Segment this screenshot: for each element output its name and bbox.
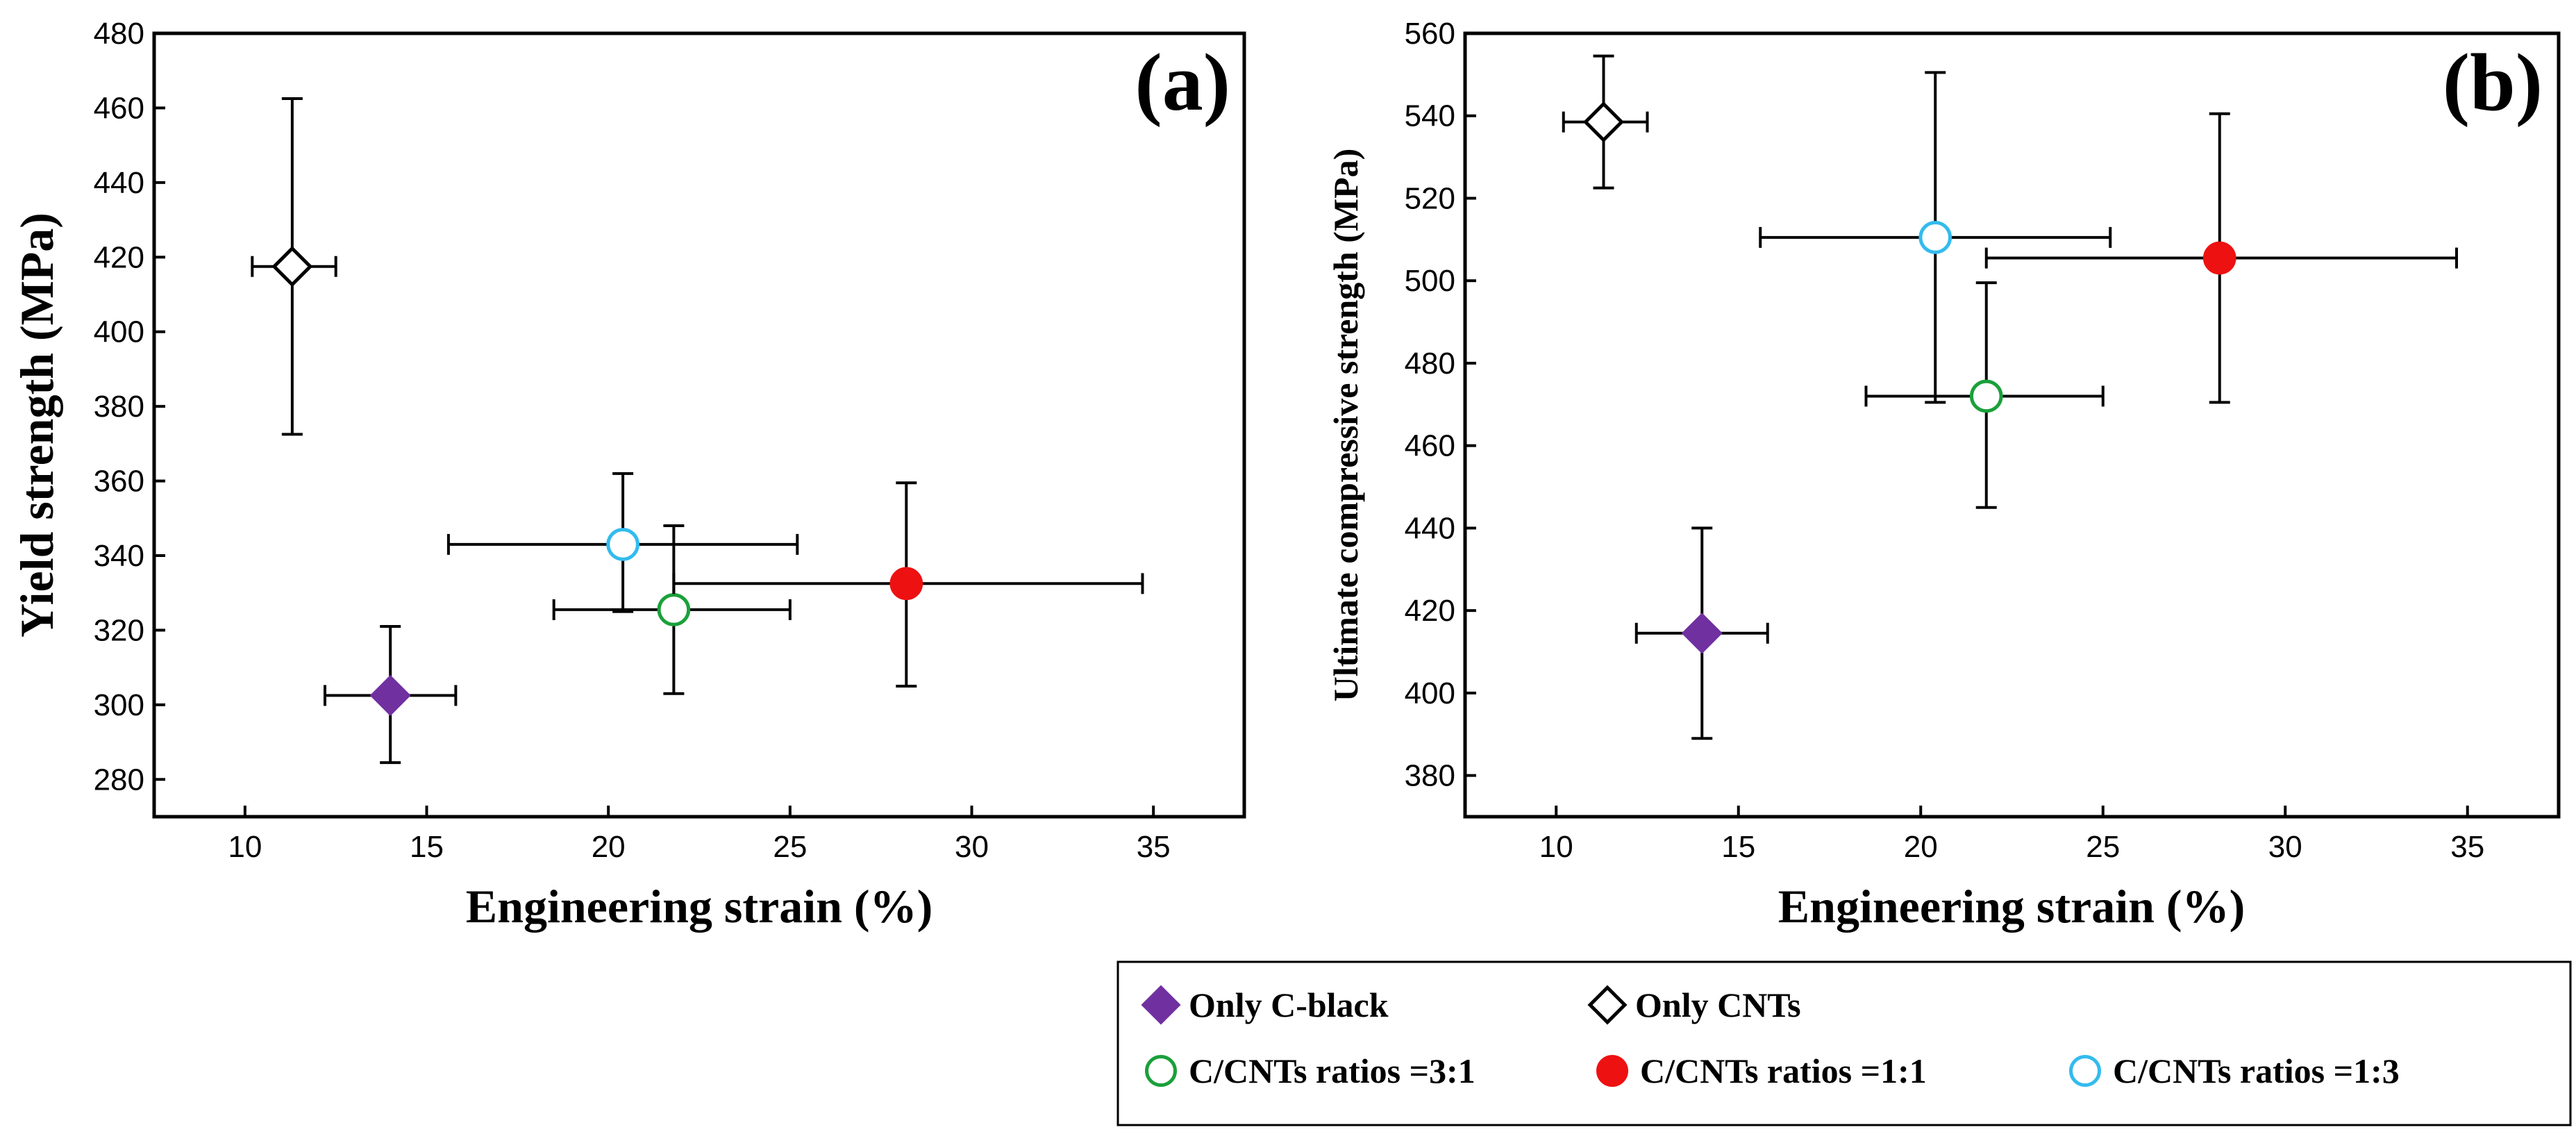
marker-only-cnts	[1582, 101, 1625, 143]
data-points-a	[251, 97, 1144, 765]
marker-c-cnts-ratios-3-1	[657, 593, 691, 626]
point-c-cnts-ratios-3-1	[552, 524, 792, 695]
legend: Only C-black Only CNTs C/CNTs ratios =3:1 C…	[1116, 960, 2572, 1126]
y-tick-label: 360	[94, 465, 144, 499]
y-axis-label-a: Yield strength (MPa)	[10, 213, 63, 638]
marker-only-c-black	[369, 674, 411, 716]
legend-label-c-cnts-ratios-1-1: C/CNTs ratios =1:1	[1640, 1051, 1927, 1090]
point-only-cnts	[1562, 54, 1649, 190]
y-tick-label: 380	[1405, 759, 1455, 793]
point-c-cnts-ratios-1-3	[1759, 71, 2112, 404]
legend-entry-only-cnts: Only CNTs	[1587, 985, 1801, 1025]
point-c-cnts-ratios-3-1	[1864, 281, 2105, 509]
x-tick-label: 15	[410, 830, 444, 864]
y-tick-label: 380	[94, 390, 144, 424]
legend-entry-c-cnts-ratios-3-1: C/CNTs ratios =3:1	[1145, 1051, 1475, 1090]
y-tick-label: 420	[94, 240, 144, 274]
y-tick-label: 540	[1405, 99, 1455, 133]
legend-entry-c-cnts-ratios-1-3: C/CNTs ratios =1:3	[2069, 1051, 2400, 1090]
x-tick-label: 10	[228, 830, 262, 864]
point-c-cnts-ratios-1-3	[446, 472, 799, 613]
plot-frame-b	[1463, 31, 2561, 819]
legend-entry-c-cnts-ratios-1-1: C/CNTs ratios =1:1	[1596, 1051, 1927, 1090]
marker-c-cnts-ratios-3-1	[1969, 379, 2003, 413]
marker-c-cnts-ratios-1-3	[606, 528, 639, 561]
point-only-c-black	[323, 625, 458, 765]
x-tick-label: 10	[1539, 830, 1573, 864]
x-tick-label: 25	[773, 830, 807, 864]
y-tick-label: 400	[94, 315, 144, 349]
x-tick-label: 35	[1137, 830, 1171, 864]
x-tick-label: 30	[955, 830, 989, 864]
x-ticks-a: 10 15 20 25 30 35	[228, 806, 1171, 864]
y-tick-label: 280	[94, 763, 144, 797]
point-c-cnts-ratios-1-1	[1984, 112, 2458, 404]
y-axis-label-b: Ultimate compressive strength (MPa)	[1326, 149, 1365, 702]
y-tick-label: 500	[1405, 264, 1455, 298]
legend-marker-c-cnts-ratios-3-1	[1145, 1055, 1177, 1087]
legend-marker-c-cnts-ratios-1-1	[1596, 1055, 1628, 1087]
marker-c-cnts-ratios-1-1	[2202, 241, 2236, 275]
y-tick-label: 560	[1405, 17, 1455, 51]
legend-label-c-cnts-ratios-1-3: C/CNTs ratios =1:3	[2113, 1051, 2400, 1090]
y-tick-label: 300	[94, 688, 144, 722]
x-ticks-b: 10 15 20 25 30 35	[1539, 806, 2484, 864]
data-points-b	[1562, 54, 2458, 740]
legend-entry-only-c-black: Only C-black	[1141, 985, 1389, 1025]
y-ticks-a: 280 300 320 340 360 380 400 420 440 460 480	[94, 17, 165, 797]
y-tick-label: 320	[94, 613, 144, 647]
y-tick-label: 440	[1405, 511, 1455, 545]
panel-label-a: (a)	[1135, 37, 1230, 128]
x-tick-label: 20	[592, 830, 626, 864]
y-ticks-b: 380 400 420 440 460 480 500 520 540 560	[1405, 17, 1476, 793]
point-only-cnts	[251, 97, 337, 436]
legend-label-only-cnts: Only CNTs	[1635, 985, 1801, 1024]
chart-panel-b: 10 15 20 25 30 35 380 400 420 440 460 480 500 520 540…	[1326, 17, 2561, 933]
panel-label-b: (b)	[2443, 37, 2543, 128]
x-tick-label: 35	[2450, 830, 2484, 864]
marker-c-cnts-ratios-1-3	[1918, 221, 1952, 254]
x-tick-label: 20	[1904, 830, 1938, 864]
y-tick-label: 480	[94, 17, 144, 51]
marker-only-c-black	[1681, 613, 1723, 654]
y-tick-label: 400	[1405, 676, 1455, 710]
x-tick-label: 30	[2268, 830, 2302, 864]
y-tick-label: 460	[94, 91, 144, 125]
y-tick-label: 520	[1405, 181, 1455, 215]
legend-label-c-cnts-ratios-3-1: C/CNTs ratios =3:1	[1189, 1051, 1475, 1090]
x-axis-label-a: Engineering strain (%)	[466, 880, 932, 933]
marker-only-cnts	[271, 246, 313, 288]
legend-marker-c-cnts-ratios-1-3	[2069, 1055, 2101, 1087]
point-only-c-black	[1634, 526, 1769, 740]
x-axis-label-b: Engineering strain (%)	[1778, 880, 2245, 933]
y-tick-label: 460	[1405, 429, 1455, 463]
x-tick-label: 25	[2086, 830, 2120, 864]
legend-marker-only-cnts	[1587, 985, 1628, 1025]
y-tick-label: 340	[94, 539, 144, 573]
legend-marker-only-c-black	[1141, 985, 1181, 1025]
plot-frame-a	[152, 31, 1246, 819]
y-tick-label: 420	[1405, 594, 1455, 628]
y-tick-label: 440	[94, 166, 144, 200]
x-tick-label: 15	[1721, 830, 1755, 864]
legend-box	[1116, 960, 2572, 1126]
marker-c-cnts-ratios-1-1	[889, 567, 923, 601]
point-c-cnts-ratios-1-1	[672, 481, 1144, 688]
legend-label-only-c-black: Only C-black	[1189, 985, 1389, 1024]
chart-panel-a: 10 15 20 25 30 35 280 300 320 340 360 380 400 420 440…	[10, 17, 1246, 933]
y-tick-label: 480	[1405, 347, 1455, 381]
